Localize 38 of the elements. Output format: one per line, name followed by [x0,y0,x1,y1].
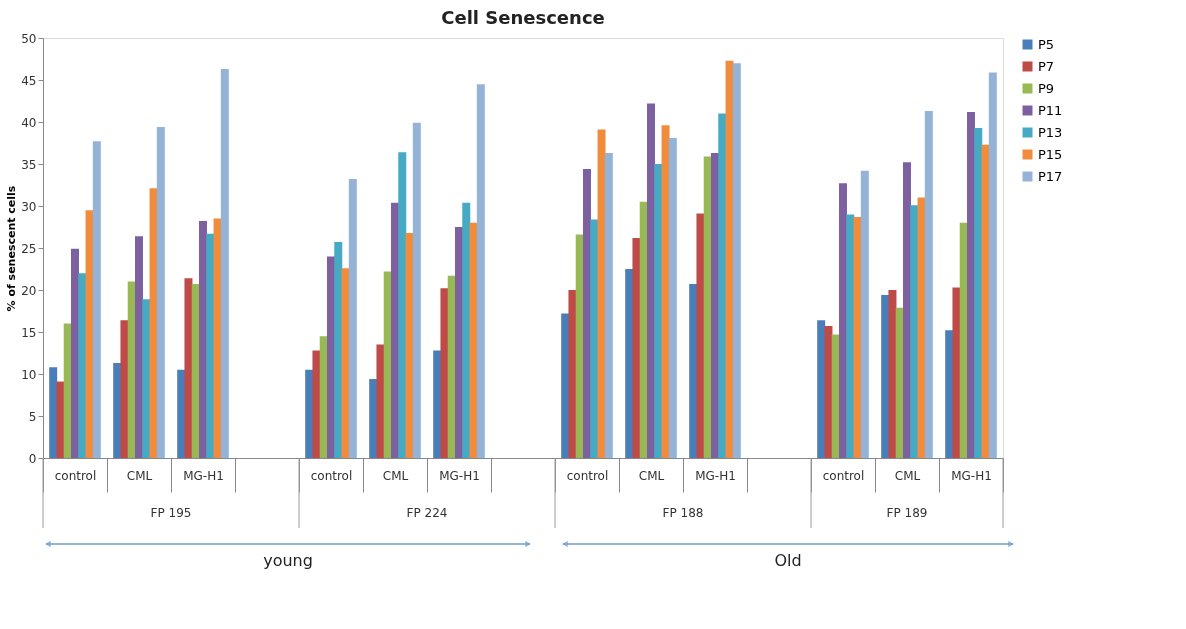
x-tick-label: CML [126,468,153,483]
chart-title: Cell Senescence [441,7,605,28]
y-tick-label: 25 [21,241,37,256]
x-tick-label: MG-H1 [951,468,992,483]
y-tick-label: 50 [21,31,37,46]
y-tick-label: 20 [21,283,37,298]
x-tick-label: CML [638,468,665,483]
legend-label: P9 [1038,80,1055,96]
y-tick-label: 35 [21,157,37,172]
y-tick-label: 5 [28,409,37,424]
x-tick-label: control [566,468,609,483]
legend-label: P7 [1038,58,1055,74]
x-tick-label: control [822,468,865,483]
y-tick-label: 10 [21,367,37,382]
text: young [263,551,313,570]
legend-label: P5 [1038,36,1055,52]
y-tick-label: 15 [21,325,37,340]
x-tick-label: control [310,468,353,483]
x-tick-label: MG-H1 [183,468,224,483]
y-axis-title: % of senescent cells [5,185,19,312]
x-tick-label: MG-H1 [695,468,736,483]
text: FP 188 [662,506,704,520]
y-tick-label: 40 [21,115,37,130]
x-tick-label: control [54,468,97,483]
y-tick-label: 45 [21,73,37,88]
x-tick-label: CML [894,468,921,483]
legend-label: P15 [1038,146,1063,162]
text: Old [774,551,802,570]
x-tick-label: MG-H1 [439,468,480,483]
y-tick-label: 30 [21,199,37,214]
legend-label: P11 [1038,102,1063,118]
legend-label: P13 [1038,124,1063,140]
legend-label: P17 [1038,168,1063,184]
text: FP 189 [886,506,928,520]
text: FP 195 [150,506,192,520]
y-tick-label: 0 [28,451,37,466]
text: FP 224 [406,506,448,520]
x-tick-label: CML [382,468,409,483]
